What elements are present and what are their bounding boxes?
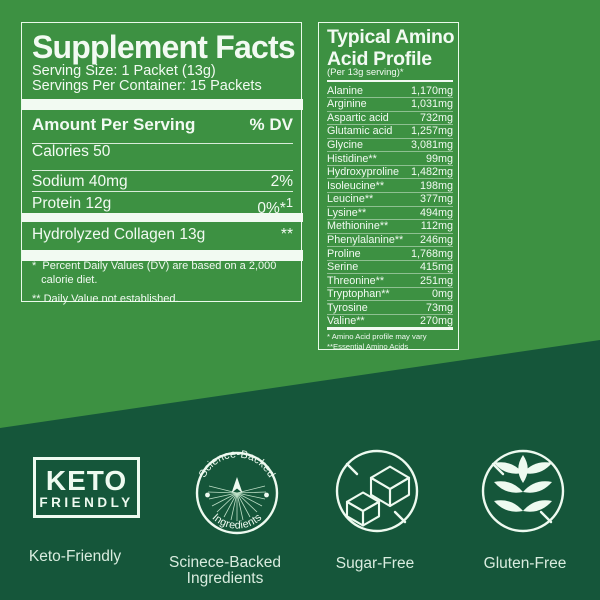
svg-text:FRIENDLY: FRIENDLY: [39, 495, 133, 510]
svg-text:KETO: KETO: [46, 465, 127, 496]
